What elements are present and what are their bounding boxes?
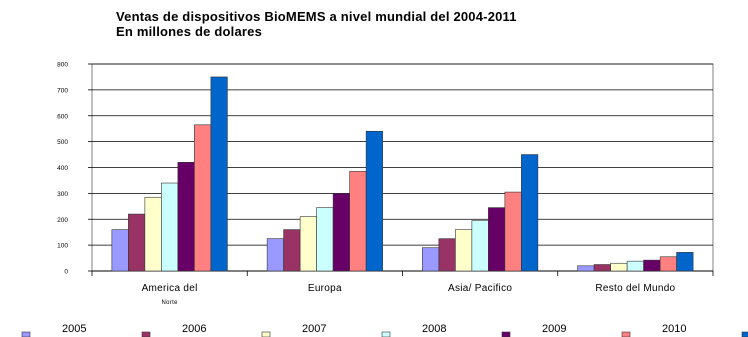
y-tick-label-700: 700 xyxy=(57,87,68,94)
legend-label-2007: 2007 xyxy=(302,323,326,335)
legend-label-2006: 2006 xyxy=(182,323,206,335)
category-label-3-0: Resto del Mundo xyxy=(595,283,675,294)
y-tick-label-500: 500 xyxy=(57,139,68,146)
chart-title-line-1: Ventas de dispositivos BioMEMS a nivel m… xyxy=(116,9,517,24)
bar-2006-0 xyxy=(128,213,146,272)
legend-swatch-2007 xyxy=(261,331,271,337)
bar-2010-2 xyxy=(504,191,522,272)
legend-swatch-2009 xyxy=(501,331,511,337)
bar-2010-1 xyxy=(349,171,367,272)
bar-20111-1 xyxy=(365,130,383,272)
bar-2005-1 xyxy=(266,238,284,272)
y-tick-label-300: 300 xyxy=(57,191,68,198)
bar-2007-1 xyxy=(299,216,317,272)
bar-2008-2 xyxy=(471,220,489,272)
bar-2009-0 xyxy=(177,162,195,272)
category-label-1-0: Europa xyxy=(308,283,342,294)
bar-2008-3 xyxy=(626,260,644,272)
bar-20111-3 xyxy=(676,252,694,272)
bar-2006-2 xyxy=(438,238,456,272)
chart-title: Ventas de dispositivos BioMEMS a nivel m… xyxy=(116,9,517,39)
bar-2009-1 xyxy=(332,193,350,272)
bar-2006-3 xyxy=(593,264,611,272)
bar-2010-0 xyxy=(194,124,212,272)
bar-2008-1 xyxy=(316,207,334,272)
legend-label-2010: 2010 xyxy=(662,323,686,335)
y-tick-label-100: 100 xyxy=(57,243,68,250)
bar-2005-0 xyxy=(111,229,129,272)
y-tick-label-0: 0 xyxy=(64,269,68,276)
bar-20111-0 xyxy=(210,76,228,272)
y-tick-label-200: 200 xyxy=(57,217,68,224)
legend-label-2005: 2005 xyxy=(62,323,86,335)
bar-2007-3 xyxy=(610,262,628,272)
bar-20111-2 xyxy=(521,154,539,272)
bar-2010-3 xyxy=(659,256,677,272)
bar-2008-0 xyxy=(161,182,179,272)
bar-2006-1 xyxy=(283,229,301,272)
legend-swatch-2005 xyxy=(21,331,31,337)
legend-swatch-2008 xyxy=(381,331,391,337)
bar-2007-0 xyxy=(144,196,162,272)
bar-2009-2 xyxy=(488,207,506,272)
chart-title-line-2: En millones de dolares xyxy=(116,24,262,39)
legend-swatch-2010 xyxy=(621,331,631,337)
category-label-0-0: America del xyxy=(142,283,198,294)
legend-swatch-2006 xyxy=(141,331,151,337)
category-label-0-1: Norte xyxy=(162,300,179,306)
y-tick-label-800: 800 xyxy=(57,62,68,69)
bar-2009-3 xyxy=(643,259,661,272)
bar-2005-2 xyxy=(422,247,440,272)
legend-label-2009: 2009 xyxy=(542,323,566,335)
y-tick-label-400: 400 xyxy=(57,165,68,172)
bar-2007-2 xyxy=(455,229,473,272)
bar-2005-3 xyxy=(577,265,595,272)
y-tick-label-600: 600 xyxy=(57,113,68,120)
legend-swatch-20111 xyxy=(741,331,748,337)
category-label-2-0: Asia/ Pacifico xyxy=(448,283,512,294)
legend-label-2008: 2008 xyxy=(422,323,446,335)
